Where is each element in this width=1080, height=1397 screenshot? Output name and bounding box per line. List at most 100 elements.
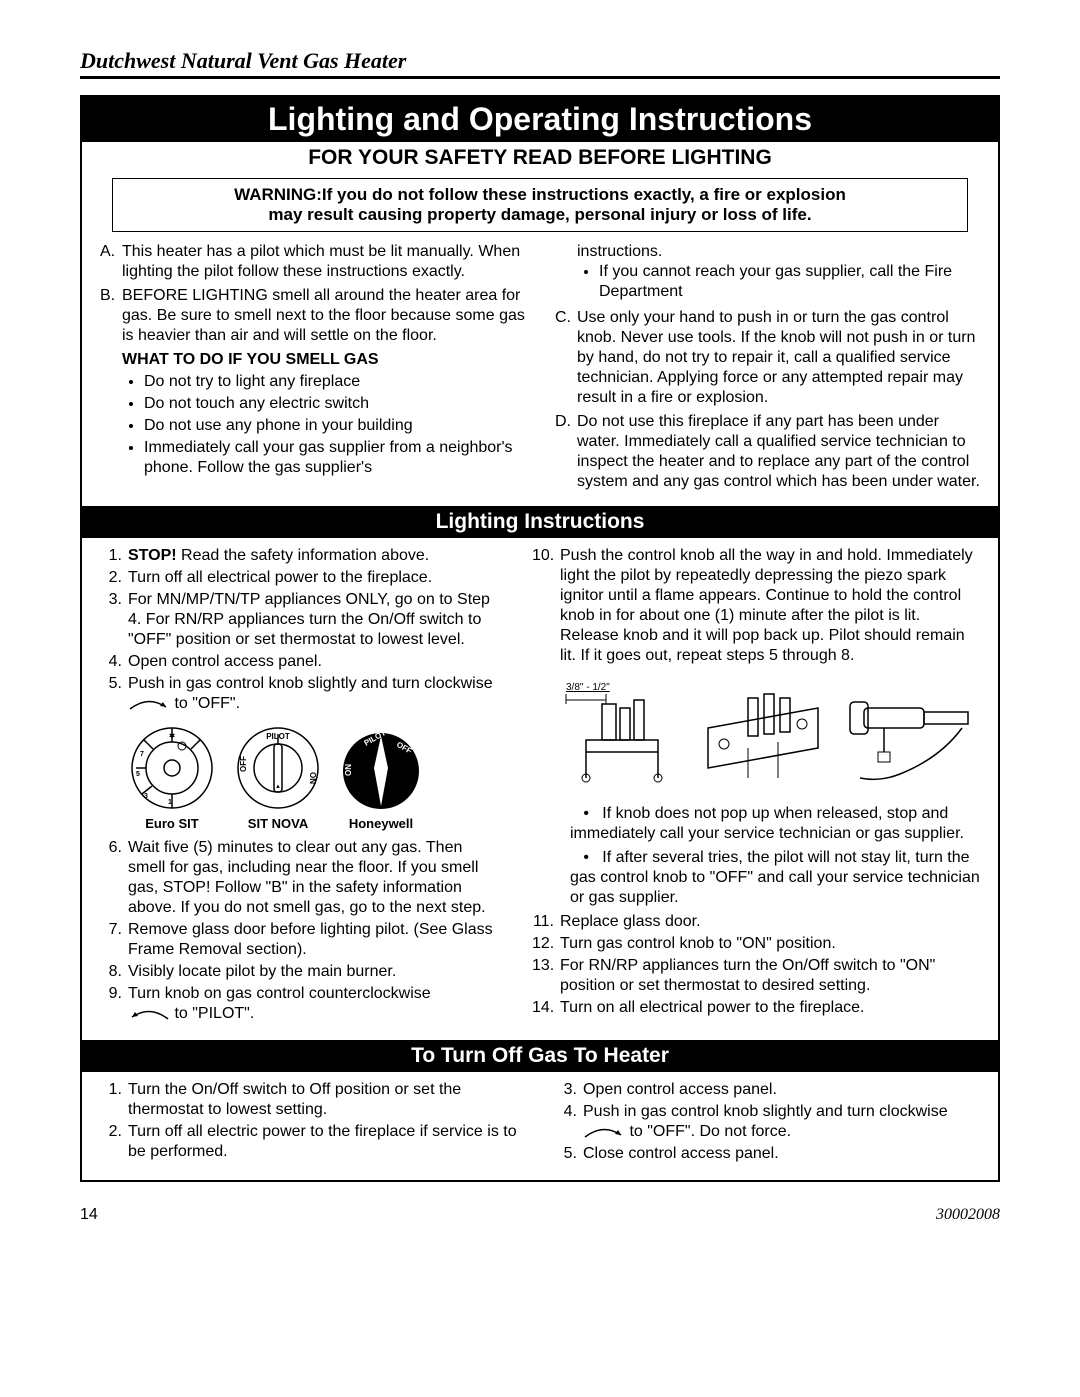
num-1: 1. xyxy=(100,546,122,566)
num-11: 11. xyxy=(532,912,554,932)
knob-euro-sit: ✱ 7 5 3 1 Euro SIT xyxy=(128,724,216,832)
page-footer: 14 30002008 xyxy=(80,1182,1000,1224)
note-1: • If knob does not pop up when released,… xyxy=(570,804,980,844)
toff-4: 4. Push in gas control knob slightly and… xyxy=(555,1102,980,1142)
letter-c: C. xyxy=(555,308,571,328)
smell-heading: WHAT TO DO IF YOU SMELL GAS xyxy=(100,350,525,370)
knob-honeywell: PILOT OFF ON Honeywell xyxy=(340,730,422,832)
note1-text: If knob does not pop up when released, s… xyxy=(570,805,964,842)
svg-text:ON: ON xyxy=(308,772,317,784)
safety-b-text: BEFORE LIGHTING smell all around the hea… xyxy=(122,287,525,344)
num-4: 4. xyxy=(100,652,122,672)
num-8: 8. xyxy=(100,962,122,982)
toff4-text-a: Push in gas control knob slightly and tu… xyxy=(583,1103,948,1120)
num-3: 3. xyxy=(100,590,122,610)
svg-text:3: 3 xyxy=(144,793,148,800)
pilot-diagram-1: 3/8" - 1/2" xyxy=(556,678,686,788)
instructions-panel: Lighting and Operating Instructions FOR … xyxy=(80,95,1000,1182)
step-6: 6.Wait five (5) minutes to clear out any… xyxy=(100,838,502,918)
step-3: 3. For MN/MP/TN/TP appliances ONLY, go on… xyxy=(100,590,502,650)
pilot-diagram-2 xyxy=(698,678,828,788)
letter-a: A. xyxy=(100,242,115,262)
tnum-4: 4. xyxy=(555,1102,577,1122)
safety-d-text: Do not use this fireplace if any part ha… xyxy=(577,413,980,490)
toff1-text: Turn the On/Off switch to Off position o… xyxy=(128,1081,461,1118)
num-12: 12. xyxy=(532,934,554,954)
step-14: 14.Turn on all electrical power to the f… xyxy=(532,998,980,1018)
toff-5: 5.Close control access panel. xyxy=(555,1144,980,1164)
step-2: 2.Turn off all electrical power to the f… xyxy=(100,568,502,588)
page-number: 14 xyxy=(80,1206,98,1224)
step-12: 12. Turn gas control knob to "ON" positio… xyxy=(532,934,980,954)
cont-bullets: If you cannot reach your gas supplier, c… xyxy=(555,262,980,302)
knob1-label: Euro SIT xyxy=(128,816,216,832)
clockwise-arrow-icon xyxy=(128,697,170,711)
step6-text: Wait five (5) minutes to clear out any g… xyxy=(128,839,486,916)
warning-line2: may result causing property damage, pers… xyxy=(133,205,947,225)
pilot-diagram-3 xyxy=(840,678,980,788)
step-7: 7. Remove glass door before lighting pilo… xyxy=(100,920,502,960)
note-2: • If after several tries, the pilot will… xyxy=(570,848,980,908)
main-title: Lighting and Operating Instructions xyxy=(82,97,998,142)
knob2-label: SIT NOVA xyxy=(234,816,322,832)
svg-text:PILOT: PILOT xyxy=(266,732,290,741)
step12-text: Turn gas control knob to "ON" position. xyxy=(560,935,836,952)
safety-columns: A. This heater has a pilot which must be… xyxy=(82,242,998,496)
num-7: 7. xyxy=(100,920,122,940)
toff-1: 1.Turn the On/Off switch to Off position… xyxy=(100,1080,525,1120)
note2-text: If after several tries, the pilot will n… xyxy=(570,849,980,906)
cont-b1: If you cannot reach your gas supplier, c… xyxy=(599,262,980,302)
knob-diagrams: ✱ 7 5 3 1 Euro SIT xyxy=(100,716,502,838)
step9-text-a: Turn knob on gas control counterclockwis… xyxy=(128,985,431,1002)
lighting-columns: 1. STOP! Read the safety information abo… xyxy=(82,538,998,1026)
toff-2: 2. Turn off all electric power to the fir… xyxy=(100,1122,525,1162)
num-10: 10. xyxy=(532,546,554,566)
step7-text: Remove glass door before lighting pilot.… xyxy=(128,921,493,958)
letter-b: B. xyxy=(100,286,115,306)
step13-text: For RN/RP appliances turn the On/Off swi… xyxy=(560,957,935,994)
step-9: 9. Turn knob on gas control counterclock… xyxy=(100,984,502,1024)
step3-text: For MN/MP/TN/TP appliances ONLY, go on t… xyxy=(128,591,490,648)
smell-b4: Immediately call your gas supplier from … xyxy=(144,438,525,478)
clockwise-arrow-icon-2 xyxy=(583,1125,625,1139)
tnum-3: 3. xyxy=(555,1080,577,1100)
smell-b1: Do not try to light any fireplace xyxy=(144,372,525,392)
step-8: 8. Visibly locate pilot by the main burne… xyxy=(100,962,502,982)
num-14: 14. xyxy=(532,998,554,1018)
counterclockwise-arrow-icon xyxy=(128,1007,170,1021)
step8-text: Visibly locate pilot by the main burner. xyxy=(128,963,396,980)
step5-text-a: Push in gas control knob slightly and tu… xyxy=(128,675,493,692)
pilot-diagrams: 3/8" - 1/2" xyxy=(532,668,980,798)
safety-title: FOR YOUR SAFETY READ BEFORE LIGHTING xyxy=(82,142,998,178)
toff4-text-b: to "OFF". Do not force. xyxy=(629,1123,791,1140)
step1-text: Read the safety information above. xyxy=(177,547,430,564)
svg-text:ON: ON xyxy=(344,764,353,776)
svg-text:1: 1 xyxy=(168,799,172,806)
svg-text:✱: ✱ xyxy=(169,732,175,740)
knob3-label: Honeywell xyxy=(340,816,422,832)
toff2-text: Turn off all electric power to the firep… xyxy=(128,1123,517,1160)
num-9: 9. xyxy=(100,984,122,1004)
instructions-cont: instructions. xyxy=(555,242,980,262)
num-13: 13. xyxy=(532,956,554,976)
step-11: 11.Replace glass door. xyxy=(532,912,980,932)
smell-b2: Do not touch any electric switch xyxy=(144,394,525,414)
turnoff-columns: 1.Turn the On/Off switch to Off position… xyxy=(82,1072,998,1180)
knob-sit-nova: PILOT OFF ON ▲ SIT NOVA xyxy=(234,724,322,832)
svg-text:OFF: OFF xyxy=(239,756,248,772)
svg-text:5: 5 xyxy=(136,771,140,778)
lighting-title: Lighting Instructions xyxy=(82,506,998,538)
step-13: 13. For RN/RP appliances turn the On/Off … xyxy=(532,956,980,996)
step4-text: Open control access panel. xyxy=(128,653,322,670)
product-header: Dutchwest Natural Vent Gas Heater xyxy=(80,48,1000,79)
smell-bullets: Do not try to light any fireplace Do not… xyxy=(100,372,525,478)
toff3-text: Open control access panel. xyxy=(583,1081,777,1098)
svg-text:▲: ▲ xyxy=(275,784,281,790)
safety-item-b: B. BEFORE LIGHTING smell all around the … xyxy=(100,286,525,346)
tnum-2: 2. xyxy=(100,1122,122,1142)
step-10: 10.Push the control knob all the way in … xyxy=(532,546,980,666)
num-2: 2. xyxy=(100,568,122,588)
safety-item-c: C. Use only your hand to push in or turn… xyxy=(555,308,980,408)
dim-label: 3/8" - 1/2" xyxy=(566,682,610,693)
doc-number: 30002008 xyxy=(936,1206,1000,1224)
